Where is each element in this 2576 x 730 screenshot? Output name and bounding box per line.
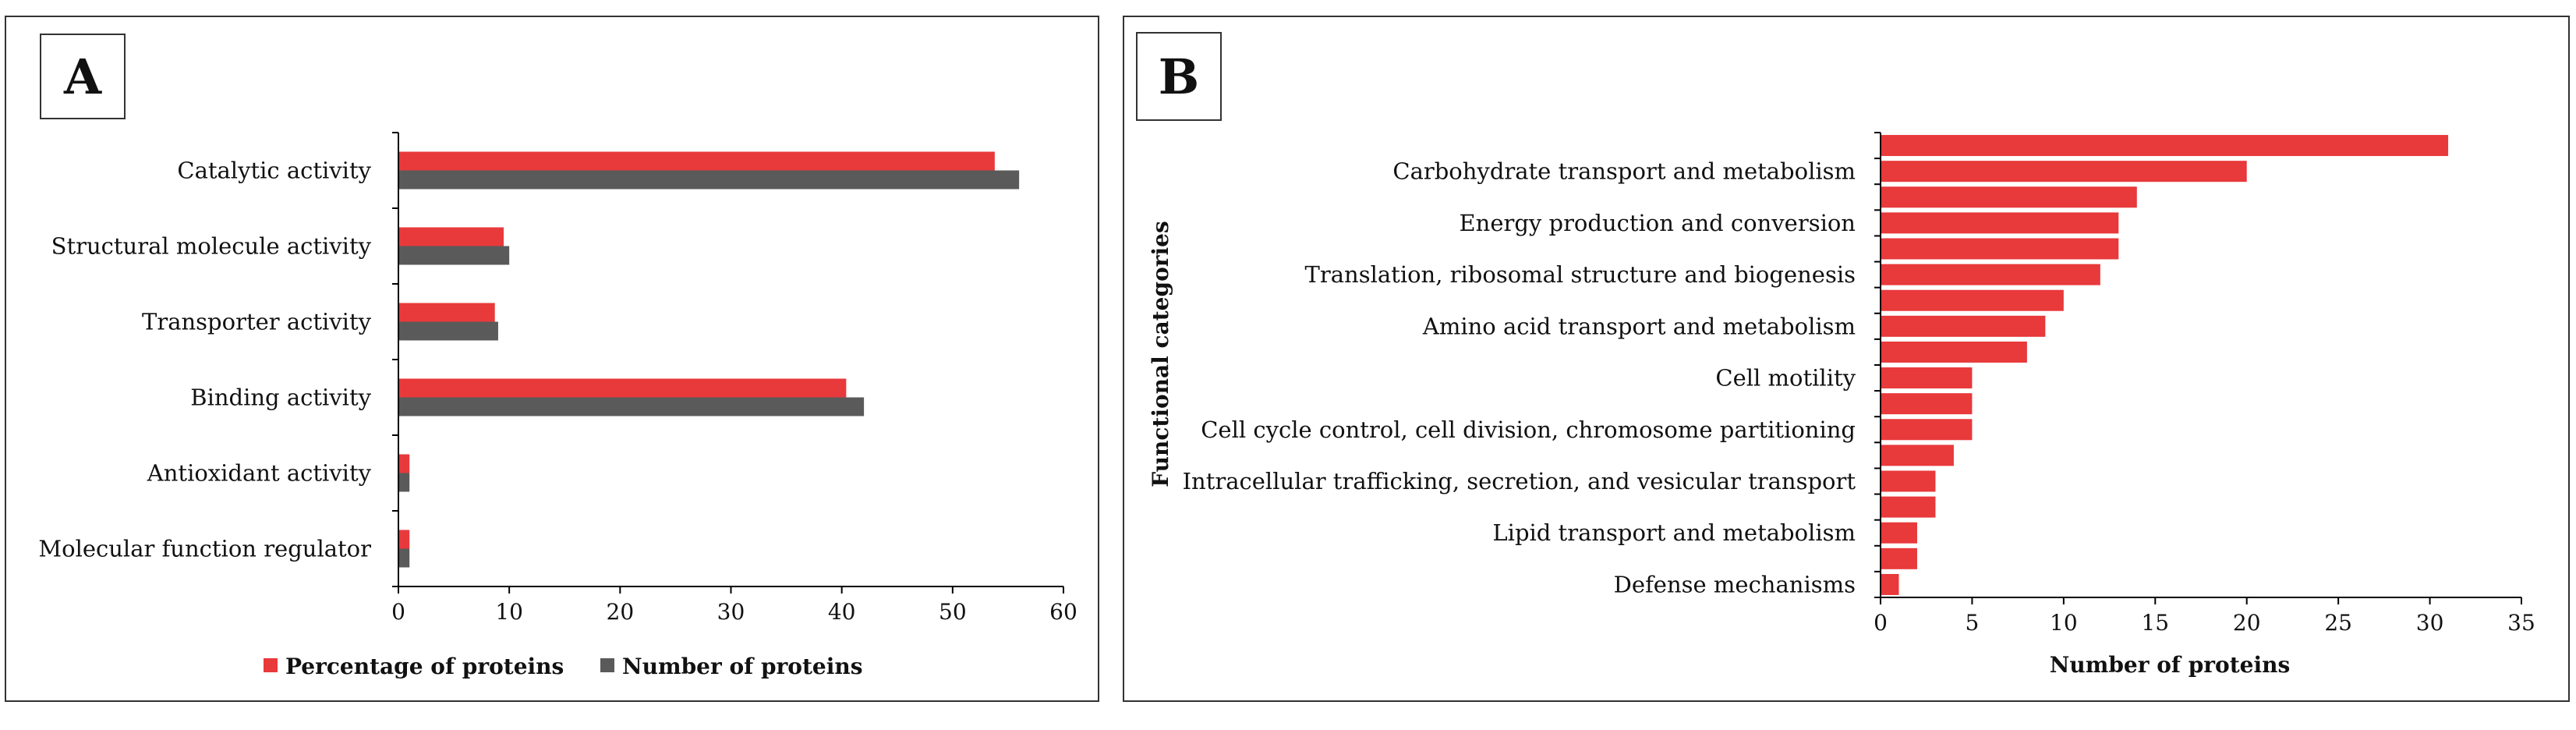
x-tick-label: 35	[2507, 610, 2535, 636]
bar-percentage	[399, 151, 995, 171]
x-tick-label: 0	[1874, 610, 1888, 636]
x-tick-label: 30	[2416, 610, 2444, 636]
bar	[1881, 289, 2064, 311]
bar	[1881, 186, 2137, 208]
category-label: Cell cycle control, cell division, chrom…	[1201, 416, 1856, 443]
bar-percentage	[399, 303, 495, 322]
bar	[1881, 264, 2100, 285]
category-label: Molecular function regulator	[38, 536, 371, 562]
bar	[1881, 470, 1936, 492]
bar-percentage	[399, 227, 504, 246]
panel-b: B 0 5 10 15 20 25 30 35 Carbohydrate transport an…	[1123, 16, 2570, 702]
x-tick-label: 40	[828, 599, 856, 625]
legend-swatch	[600, 658, 614, 672]
panel-label: B	[1159, 48, 1199, 105]
bar	[1881, 419, 1973, 441]
bar	[1881, 367, 1973, 389]
legend-swatch	[264, 658, 278, 672]
category-label: Amino acid transport and metabolism	[1422, 313, 1856, 339]
chart-a: A 0 10 20 30 40 50 60 Catalytic activity Structur…	[38, 34, 1077, 679]
category-label: Translation, ribosomal structure and bio…	[1305, 261, 1856, 288]
x-tick-label: 60	[1049, 599, 1077, 625]
x-tick-label: 5	[1966, 610, 1980, 636]
category-label: Binding activity	[190, 384, 371, 411]
panel-a: A 0 10 20 30 40 50 60 Catalytic activity Structur…	[5, 16, 1099, 702]
x-tick-label: 50	[939, 599, 967, 625]
bar	[1881, 341, 2027, 363]
bar	[1881, 315, 2046, 337]
category-label: Carbohydrate transport and metabolism	[1392, 158, 1856, 185]
panel-label-box	[40, 34, 126, 119]
bar-number	[399, 397, 865, 416]
bar-number	[399, 321, 498, 341]
bar-percentage	[399, 454, 410, 473]
bar-number	[399, 170, 1020, 190]
x-axis-title: Number of proteins	[2050, 652, 2290, 678]
panel-label-box	[1136, 32, 1222, 121]
legend-label: Percentage of proteins	[285, 654, 564, 679]
chart-b: B 0 5 10 15 20 25 30 35 Carbohydrate transport an…	[1136, 32, 2535, 678]
category-label: Lipid transport and metabolism	[1492, 519, 1856, 546]
x-tick-label: 10	[2050, 610, 2078, 636]
bar	[1881, 496, 1936, 518]
x-tick-label: 20	[607, 599, 635, 625]
bar	[1881, 161, 2247, 182]
category-label: Energy production and conversion	[1459, 210, 1856, 236]
bar	[1881, 548, 1917, 569]
bar	[1881, 522, 1917, 544]
bar-number	[399, 548, 410, 568]
category-label: Intracellular trafficking, secretion, an…	[1183, 468, 1856, 494]
category-label: Catalytic activity	[177, 158, 371, 184]
y-axis-title: Functional categories	[1148, 221, 1173, 487]
bar	[1881, 573, 1899, 595]
category-label: Cell motility	[1715, 365, 1856, 392]
bar-percentage	[399, 530, 410, 549]
bar-number	[399, 473, 410, 492]
category-label: Transporter activity	[142, 309, 372, 335]
category-label: Antioxidant activity	[147, 460, 372, 487]
x-tick-label: 10	[495, 599, 523, 625]
bar	[1881, 238, 2119, 260]
x-tick-label: 15	[2141, 610, 2169, 636]
x-tick-label: 25	[2324, 610, 2352, 636]
bar	[1881, 445, 1954, 466]
x-tick-label: 20	[2233, 610, 2261, 636]
bar	[1881, 212, 2119, 234]
panel-label: A	[63, 48, 102, 105]
bar-percentage	[399, 378, 847, 398]
category-label: Structural molecule activity	[51, 233, 372, 260]
category-label: Defense mechanisms	[1614, 571, 1856, 597]
x-tick-label: 0	[391, 599, 405, 625]
bar-number	[399, 246, 510, 265]
legend-label: Number of proteins	[622, 654, 862, 679]
bar	[1881, 135, 2449, 157]
bar	[1881, 393, 1973, 415]
x-tick-label: 30	[717, 599, 745, 625]
